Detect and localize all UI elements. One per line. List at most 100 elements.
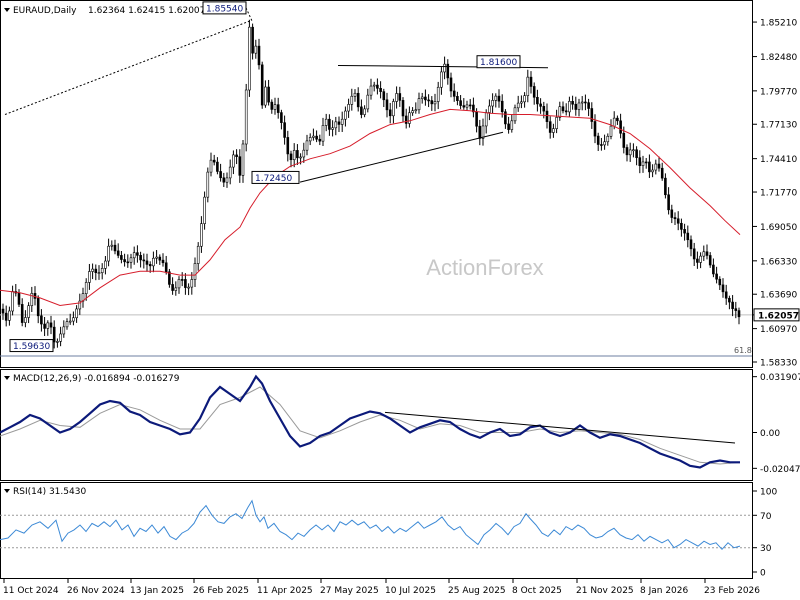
candle-body	[120, 255, 123, 260]
candle-body	[692, 248, 696, 260]
candle-body	[664, 177, 667, 196]
candle-body	[641, 161, 645, 166]
candle-body	[619, 120, 622, 134]
candle-body	[622, 132, 626, 148]
candle-body	[670, 209, 674, 218]
candle-body	[292, 150, 296, 161]
candle-body	[625, 147, 629, 156]
current-price-label: 1.62057	[758, 311, 799, 321]
rsi-title: RSI(14) 31.5430	[13, 487, 86, 497]
candle-body	[644, 161, 648, 164]
candle-body	[296, 150, 299, 159]
candle-body	[478, 125, 482, 139]
candle-body	[388, 109, 392, 117]
candle-body	[446, 63, 450, 79]
candle-body	[468, 104, 472, 107]
candle-body	[472, 104, 475, 113]
candle-body	[606, 135, 610, 143]
time-axis-label: 11 Apr 2025	[257, 586, 313, 596]
price-axis-label: 1.63690	[760, 291, 797, 301]
candle-body	[724, 291, 728, 299]
ohlc-readout: 1.62364 1.62415 1.62007 1.62057	[88, 6, 245, 16]
candle-body	[260, 64, 264, 106]
candle-body	[440, 71, 443, 88]
candle-body	[225, 177, 229, 183]
candle-body	[481, 125, 485, 139]
candle-body	[8, 310, 11, 321]
candle-body	[609, 125, 613, 137]
candle-body	[657, 163, 661, 169]
price-label: 1.59630	[13, 342, 50, 352]
candle-body	[632, 149, 635, 152]
candle-body	[516, 102, 520, 109]
macd-line	[0, 374, 740, 469]
candle-body	[558, 106, 562, 118]
candle-body	[526, 76, 530, 96]
candle-body	[171, 284, 174, 291]
candle-body	[4, 312, 8, 321]
time-axis-label: 23 Feb 2026	[704, 586, 760, 596]
price-axis-label: 1.58330	[760, 359, 797, 369]
candle-body	[56, 341, 59, 343]
candle-body	[708, 255, 712, 266]
candle-body	[484, 112, 488, 127]
candle-body	[728, 297, 731, 303]
candle-body	[564, 110, 568, 113]
candle-body	[555, 117, 558, 129]
time-axis-label: 27 May 2025	[320, 586, 379, 596]
candle-body	[372, 84, 376, 87]
candle-body	[635, 149, 638, 158]
candle-body	[523, 95, 526, 103]
macd-trendline	[384, 411, 736, 444]
candle-body	[376, 84, 379, 89]
candle-body	[244, 89, 248, 145]
candle-body	[628, 149, 632, 156]
time-axis-label: 26 Feb 2025	[193, 586, 249, 596]
rsi-axis-label: 0	[760, 569, 766, 579]
candle-body	[116, 250, 120, 256]
candle-body	[696, 258, 699, 263]
candle-body	[24, 317, 27, 323]
candle-body	[475, 111, 478, 127]
candle-body	[427, 99, 430, 102]
candle-body	[318, 138, 322, 142]
candle-body	[164, 262, 168, 273]
price-axis-label: 1.69050	[760, 223, 797, 233]
candle-body	[248, 26, 251, 91]
price-candles	[1, 19, 741, 349]
candle-body	[232, 154, 235, 168]
candle-body	[548, 121, 552, 133]
candle-body	[616, 117, 619, 122]
candle-body	[340, 118, 344, 125]
candle-body	[78, 300, 82, 310]
candle-body	[36, 298, 40, 317]
candle-body	[532, 86, 536, 98]
candle-body	[520, 101, 523, 104]
candle-body	[353, 92, 357, 97]
macd-triangle-icon	[4, 376, 10, 380]
candle-body	[334, 121, 338, 129]
candle-body	[721, 284, 725, 293]
rsi-series	[0, 499, 752, 551]
candle-body	[568, 101, 571, 113]
candle-body	[241, 143, 245, 176]
candle-body	[500, 100, 504, 113]
candle-body	[331, 127, 334, 130]
price-annotations: 1.85540 1.81600 1.72450 1.59630 61.8	[9, 1, 752, 355]
candle-body	[270, 101, 274, 110]
candle-body	[59, 333, 62, 342]
candle-body	[465, 104, 469, 108]
candle-body	[289, 153, 293, 161]
time-axis-label: 10 Jul 2025	[385, 586, 436, 596]
price-label: 1.81600	[480, 58, 517, 68]
candle-body	[84, 282, 88, 294]
candle-body	[97, 272, 101, 274]
price-label-box	[251, 170, 300, 184]
candle-body	[452, 90, 456, 97]
candle-body	[712, 264, 715, 275]
candle-body	[139, 255, 142, 261]
candle-body	[142, 259, 146, 262]
candle-body	[187, 286, 190, 289]
rsi-axis-label: 30	[760, 544, 772, 554]
candle-body	[612, 117, 616, 127]
